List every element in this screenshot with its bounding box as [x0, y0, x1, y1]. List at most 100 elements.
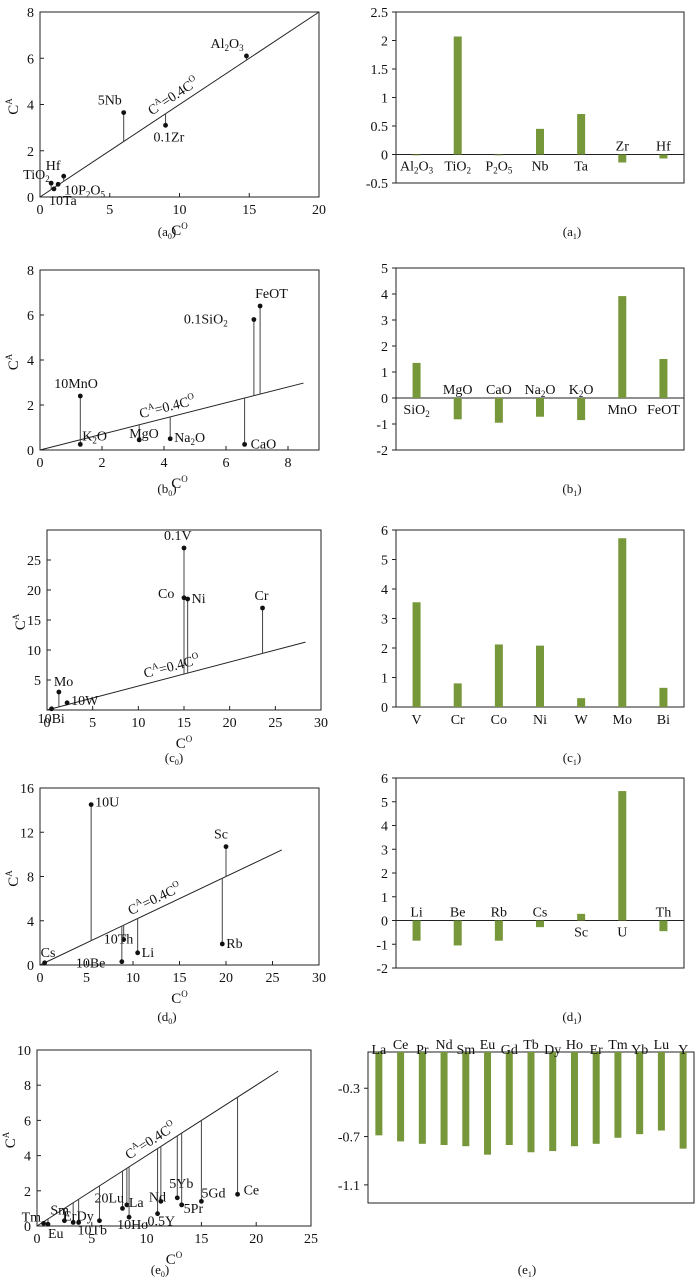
x-axis-label: CO [171, 221, 188, 239]
data-point [260, 605, 265, 611]
x-tick-label: 10 [140, 1232, 154, 1247]
point-label: 5Gd [201, 1186, 225, 1201]
data-point [48, 180, 54, 186]
data-point [56, 689, 62, 695]
bar-panel-a1: -0.5 0 0.5 1 1.5 2 2.5 Al2O3 TiO2 P2O5 Nb Ta Zr Hf (a1… [366, 6, 685, 241]
point-label: Er [63, 1209, 77, 1224]
data-point [49, 706, 54, 712]
y-tick-label: 15 [27, 614, 41, 629]
point-label: Na2O [174, 431, 205, 447]
point-label: 5Pr [184, 1202, 204, 1217]
y-tick-label: 5 [381, 262, 388, 277]
y-tick-label: 4 [27, 99, 34, 114]
data-point [126, 1214, 132, 1220]
bar-CaO [494, 398, 503, 423]
category-label: U [617, 926, 627, 941]
y-tick-label: 3 [381, 613, 388, 628]
x-tick-label: 2 [99, 456, 106, 471]
data-point [62, 1218, 67, 1224]
y-tick-label: 3 [381, 314, 388, 329]
category-label: W [575, 713, 589, 728]
x-tick-label: 30 [314, 716, 328, 731]
bar-Zr [618, 154, 627, 163]
category-label: Pr [416, 1043, 429, 1058]
data-point [167, 436, 173, 442]
scatter-panel-d0: 0 4 8 12 16 0 5 10 15 20 25 30 CA=0.4CO 10U Sc 10Th Li Rb… [4, 782, 326, 1026]
data-point [121, 110, 127, 115]
category-label: FeOT [647, 403, 680, 418]
category-label: Sm [456, 1043, 475, 1058]
bar-Cs [536, 920, 544, 928]
panel-caption: (b0) [157, 481, 176, 498]
bar-Rb [494, 920, 503, 941]
y-tick-label: 4 [381, 583, 388, 598]
y-tick-label: 1.5 [371, 63, 389, 78]
x-tick-label: 5 [83, 971, 90, 986]
x-tick-label: 8 [285, 456, 292, 471]
data-point [77, 441, 83, 447]
y-tick-label: 20 [27, 584, 41, 599]
panel-caption: (d0) [157, 1009, 176, 1026]
y-tick-label: 2 [381, 642, 388, 657]
y-tick-label: 1 [381, 891, 388, 906]
data-point [251, 317, 257, 322]
y-tick-label: 2 [27, 399, 34, 414]
bar-Al2O3 [412, 154, 421, 156]
data-point [120, 1206, 125, 1211]
y-tick-label: 1 [381, 92, 388, 107]
data-point [70, 1220, 76, 1225]
x-tick-label: 5 [106, 203, 113, 218]
x-tick-label: 10 [173, 203, 187, 218]
data-point [242, 441, 248, 447]
point-label: Ce [244, 1183, 260, 1198]
category-label: Ho [566, 1038, 583, 1053]
x-tick-label: 20 [223, 716, 237, 731]
y-axis-label: CA [4, 353, 22, 370]
y-tick-label: 6 [27, 52, 34, 67]
category-label: Li [410, 906, 423, 921]
plot-frame [36, 1049, 312, 1227]
y-tick-label: 16 [20, 782, 34, 797]
point-label: 10Ho [117, 1218, 148, 1233]
x-tick-label: 20 [219, 971, 233, 986]
data-point [155, 1211, 160, 1217]
x-axis-label: CO [176, 734, 193, 752]
bar-MnO [618, 296, 627, 398]
bar-Na2O [536, 398, 544, 417]
y-tick-label: 4 [381, 820, 388, 835]
y-tick-label: -0.7 [338, 1131, 360, 1146]
x-tick-label: 15 [242, 203, 256, 218]
data-point [41, 1220, 46, 1226]
y-tick-label: 0 [381, 701, 388, 716]
bar-Gd [505, 1052, 513, 1146]
bar-Li [412, 920, 421, 941]
x-tick-label: 15 [177, 716, 191, 731]
y-tick-label: 0.5 [371, 120, 389, 135]
bar-Ni [536, 645, 544, 707]
category-label: Mo [613, 713, 632, 728]
plot-frame [39, 787, 320, 966]
x-tick-label: 20 [249, 1232, 263, 1247]
data-point [185, 596, 191, 602]
point-label: 10U [95, 796, 119, 811]
y-tick-label: 2 [381, 340, 388, 355]
data-point [97, 1218, 102, 1224]
point-label: 10Th [104, 933, 134, 948]
y-tick-label: 4 [27, 354, 34, 369]
bar-Bi [659, 687, 668, 707]
y-tick-label: 8 [27, 264, 34, 279]
y-tick-label: 6 [381, 772, 388, 787]
y-tick-label: 1 [381, 366, 388, 381]
category-label: V [412, 713, 422, 728]
bar-W [577, 698, 586, 707]
y-tick-label: 0 [24, 1220, 31, 1235]
data-point [51, 186, 57, 192]
bar-V [412, 602, 421, 707]
point-label: Hf [46, 159, 61, 174]
panel-caption: (c1) [563, 750, 581, 767]
category-label: Tb [523, 1038, 539, 1053]
y-tick-label: 4 [24, 1150, 31, 1165]
